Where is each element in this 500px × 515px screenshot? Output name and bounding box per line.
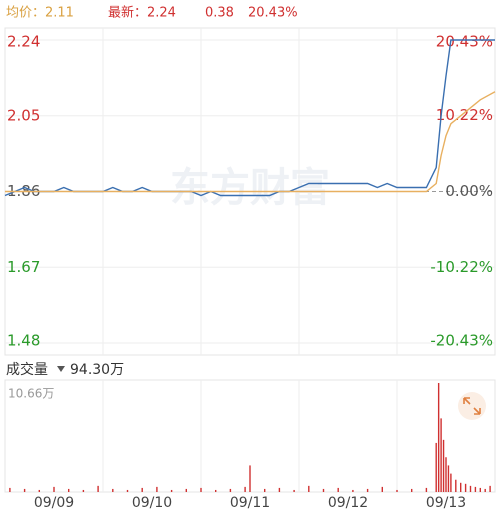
- volume-bar: [126, 489, 129, 492]
- volume-bar: [38, 489, 40, 492]
- volume-bar: [460, 482, 462, 492]
- volume-bar: [479, 487, 481, 492]
- y-tick-label: 1.67: [7, 258, 40, 276]
- volume-title: 成交量: [6, 361, 48, 378]
- change: 0.38: [205, 6, 234, 21]
- volume-bar: [68, 488, 70, 492]
- volume-bar: [469, 485, 472, 492]
- volume-bar: [112, 488, 114, 492]
- volume-bar: [440, 418, 442, 492]
- y2-tick-label: 10.22%: [436, 106, 493, 124]
- x-tick-label: 09/12: [328, 495, 368, 511]
- volume-bar: [455, 479, 457, 492]
- volume-bar: [264, 488, 266, 492]
- volume-bar: [396, 489, 398, 492]
- volume-bar: [442, 439, 445, 492]
- volume-bar: [464, 483, 467, 492]
- volume-bar: [308, 485, 310, 492]
- volume-bar: [249, 465, 251, 492]
- volume-total: 94.30万: [70, 362, 124, 378]
- avg-line: [5, 91, 496, 193]
- volume-bar: [474, 486, 477, 492]
- volume-bar: [229, 488, 232, 492]
- volume-bar: [489, 485, 491, 492]
- y-tick-label: 2.24: [7, 33, 40, 51]
- volume-bar: [156, 486, 158, 492]
- volume-bar: [23, 488, 26, 492]
- avg-price: 均价：2.11: [6, 6, 74, 21]
- volume-bar: [366, 488, 369, 492]
- y2-tick-label: 20.43%: [436, 33, 493, 51]
- volume-bar: [97, 485, 99, 492]
- watermark: 东方财富: [170, 165, 330, 211]
- volume-bar: [425, 487, 428, 492]
- volume-bar: [484, 488, 486, 492]
- volume-bar: [200, 487, 202, 492]
- volume-bar: [185, 488, 187, 492]
- volume-bar: [322, 488, 325, 492]
- volume-bar: [293, 489, 295, 492]
- volume-bar: [437, 383, 440, 492]
- y2-tick-label: -10.22%: [430, 258, 493, 276]
- x-tick-label: 09/10: [132, 495, 172, 511]
- y-tick-label: 1.48: [7, 332, 40, 350]
- expand-icon[interactable]: [458, 392, 486, 420]
- y-tick-label: 10.66万: [8, 387, 54, 401]
- volume-bar: [278, 487, 281, 492]
- volume-bar: [9, 487, 11, 492]
- x-tick-label: 09/09: [34, 495, 74, 511]
- volume-bar: [450, 473, 452, 492]
- volume-bar: [244, 486, 246, 492]
- volume-bar: [445, 457, 447, 492]
- latest-price: 最新：2.24: [108, 5, 176, 21]
- y2-tick-label: -20.43%: [430, 332, 493, 350]
- y2-tick-label: 0.00%: [445, 182, 493, 200]
- volume-bar: [170, 489, 173, 492]
- x-tick-label: 09/13: [426, 495, 466, 511]
- volume-bar: [411, 488, 413, 492]
- y-tick-label: 2.05: [7, 106, 40, 124]
- volume-bar: [381, 486, 383, 492]
- volume-bar: [447, 465, 450, 492]
- volume-bar: [82, 489, 85, 492]
- volume-bar: [337, 487, 339, 492]
- volume-bar: [352, 489, 354, 492]
- dropdown-arrow[interactable]: [57, 366, 65, 372]
- volume-bar: [215, 489, 217, 492]
- volume-bar: [435, 442, 437, 492]
- change-pct: 20.43%: [248, 6, 298, 21]
- x-tick-label: 09/11: [230, 495, 270, 511]
- volume-bar: [53, 486, 55, 492]
- volume-bar: [141, 487, 143, 492]
